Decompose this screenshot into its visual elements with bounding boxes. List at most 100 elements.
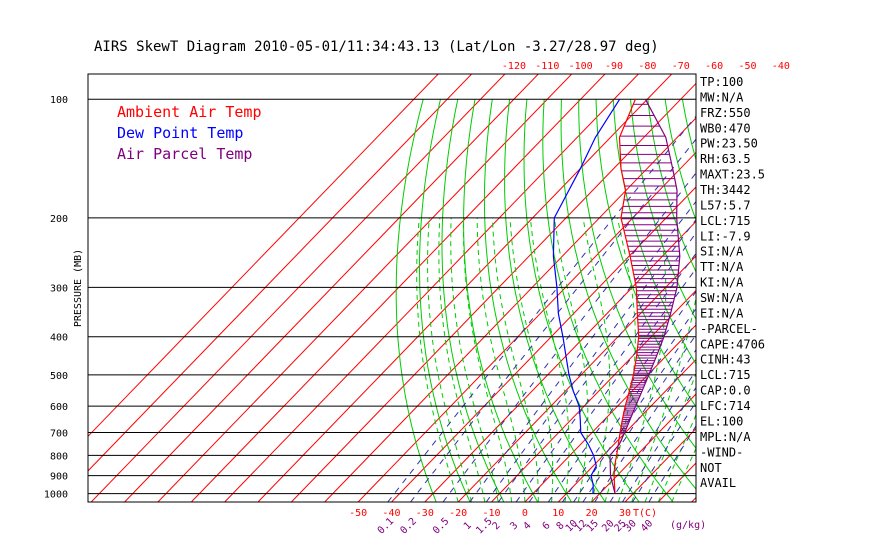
dry-adiabat-line <box>612 99 696 365</box>
dry-adiabat-line <box>595 99 696 408</box>
mixing-ratio-line <box>469 200 696 502</box>
moist-adiabat-line <box>427 217 472 502</box>
moist-adiabat-line <box>462 217 513 502</box>
mixing-ratio-tick: 30 <box>623 518 639 534</box>
pressure-tick-label: 100 <box>50 95 68 106</box>
stat-item: AVAIL <box>700 476 736 490</box>
top-temp-tick: -50 <box>738 61 756 72</box>
dry-adiabat-line <box>647 99 696 273</box>
pressure-tick-label: 700 <box>50 429 68 440</box>
isotherm-line <box>190 74 606 502</box>
bottom-temp-tick: -30 <box>416 508 434 519</box>
stat-item: EL:100 <box>700 414 743 428</box>
dry-adiabat-line <box>483 99 572 502</box>
bottom-temp-tick: -10 <box>483 508 501 519</box>
stat-item: TH:3442 <box>700 183 751 197</box>
mixing-ratio-line <box>528 267 696 502</box>
moist-adiabat-line <box>631 295 696 502</box>
moist-adiabat-line <box>438 217 486 502</box>
dry-adiabat-line <box>441 99 505 502</box>
stat-item: PW:23.50 <box>700 137 758 151</box>
mixing-ratio-line <box>582 333 696 502</box>
mixing-ratio-line <box>609 369 696 502</box>
pressure-tick-label: 1000 <box>44 490 68 501</box>
top-temp-tick: -40 <box>772 61 790 72</box>
stat-item: TT:N/A <box>700 260 744 274</box>
isotherm-line <box>291 82 696 502</box>
mixing-ratio-tick: 15 <box>585 518 601 534</box>
top-temp-tick: -60 <box>705 61 723 72</box>
isotherm-line <box>391 186 696 502</box>
moist-adiabat-line <box>671 447 696 502</box>
isotherm-line <box>124 74 540 502</box>
stat-item: LFC:714 <box>700 399 751 413</box>
stat-item: -PARCEL- <box>700 322 758 336</box>
ambient-temp-line <box>613 98 640 494</box>
isotherm-line <box>88 74 473 472</box>
isotherm-line <box>90 74 506 502</box>
isotherm-line <box>491 289 696 502</box>
bottom-temp-tick: -40 <box>382 508 400 519</box>
stat-item: LCL:715 <box>700 368 751 382</box>
pressure-tick-label: 600 <box>50 402 68 413</box>
dry-adiabat-line <box>578 99 696 450</box>
bottom-temp-tick: 30 <box>619 508 631 519</box>
top-temp-tick: -90 <box>605 61 623 72</box>
dry-adiabat-line <box>821 99 870 502</box>
stat-item: CAPE:4706 <box>700 337 765 351</box>
stat-item: L57:5.7 <box>700 198 751 212</box>
chart-title: AIRS SkewT Diagram 2010-05-01/11:34:43.1… <box>94 39 659 55</box>
stat-item: EI:N/A <box>700 306 744 320</box>
mixing-ratio-line <box>547 290 696 502</box>
pressure-tick-label: 800 <box>50 451 68 462</box>
dry-adiabat-line <box>786 99 870 502</box>
stat-item: MW:N/A <box>700 90 744 104</box>
mixing-ratio-line <box>410 138 696 502</box>
mixing-ratio-tick: 0.1 <box>376 516 397 537</box>
mixing-ratio-line <box>648 425 696 502</box>
isotherm-line <box>424 220 696 502</box>
isotherm-line <box>88 74 439 438</box>
moist-adiabat-line <box>450 217 499 502</box>
mixing-ratio-tick: 2 <box>491 520 503 532</box>
dry-adiabat-line <box>630 99 696 321</box>
mixing-ratio-line <box>621 386 696 502</box>
mixing-ratio-line <box>561 307 696 502</box>
stat-item: NOT <box>700 461 722 475</box>
mixing-ratio-tick: 40 <box>639 518 655 534</box>
stat-item: LI:-7.9 <box>700 229 751 243</box>
top-temp-tick: -120 <box>502 61 526 72</box>
pressure-tick-label: 300 <box>50 283 68 294</box>
mixing-ratio-tick: 6 <box>541 520 553 532</box>
moist-adiabat-line <box>582 217 611 502</box>
bottom-temp-tick: -20 <box>449 508 467 519</box>
stat-item: WB0:470 <box>700 121 751 135</box>
dry-adiabat-line <box>504 99 606 502</box>
stat-item: CAP:0.0 <box>700 384 751 398</box>
stat-item: CINH:43 <box>700 353 751 367</box>
dry-adiabat-line <box>838 99 870 502</box>
top-temp-tick: -110 <box>535 61 559 72</box>
moist-adiabat-line <box>657 413 696 502</box>
bottom-temp-tick: -50 <box>349 508 367 519</box>
isotherm-line <box>257 74 673 502</box>
legend-entry: Air Parcel Temp <box>117 145 252 163</box>
bottom-temp-tick: 10 <box>552 508 564 519</box>
stat-item: KI:N/A <box>700 276 744 290</box>
parcel-temp-line <box>609 98 681 494</box>
dry-adiabat-line <box>734 99 870 502</box>
isotherm-line <box>591 393 696 502</box>
mixing-ratio-tick: 0.2 <box>398 516 419 537</box>
legend-entry: Dew Point Temp <box>117 124 243 142</box>
top-temp-tick: -80 <box>638 61 656 72</box>
pressure-tick-label: 400 <box>50 333 68 344</box>
stat-item: FRZ:550 <box>700 106 751 120</box>
isotherm-line <box>557 358 696 502</box>
x-axis-label: T(C) <box>633 508 657 519</box>
bottom-temp-tick: 0 <box>522 508 528 519</box>
top-temp-tick: -100 <box>569 61 593 72</box>
isotherm-line <box>524 324 696 502</box>
dry-adiabat-line <box>752 99 870 502</box>
moist-adiabat-line <box>529 217 570 502</box>
